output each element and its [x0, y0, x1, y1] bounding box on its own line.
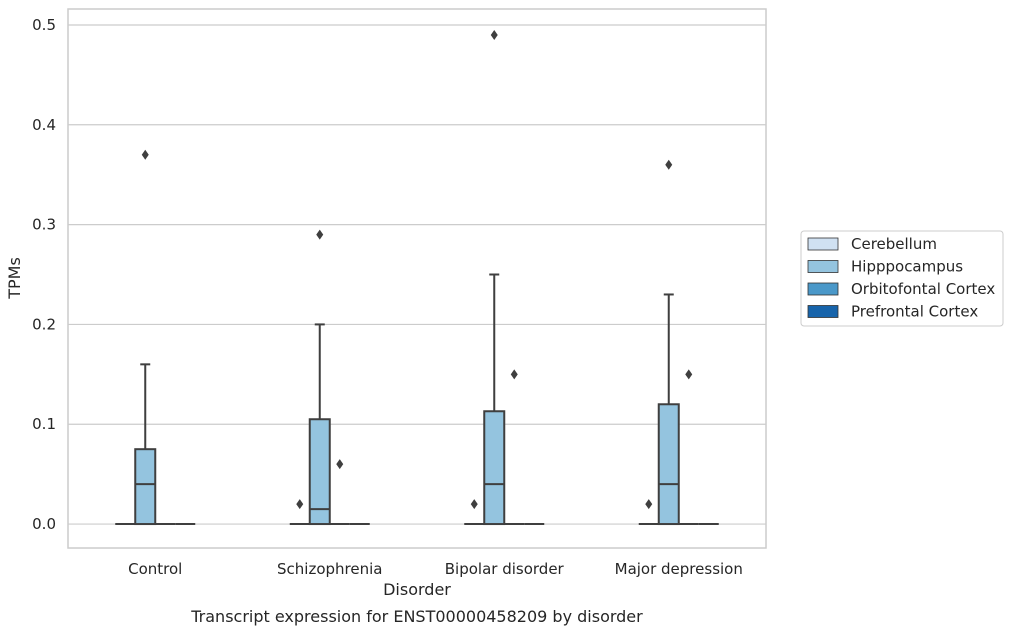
- box-iqr: [308, 418, 331, 526]
- legend-label: Hipppocampus: [851, 258, 963, 276]
- box-plot-item: [483, 29, 506, 526]
- legend-frame: [800, 230, 1004, 327]
- y-tick-label: 0.0: [32, 515, 56, 533]
- figure-caption: Transcript expression for ENST0000045820…: [190, 607, 643, 626]
- box-plot-item: [464, 499, 485, 526]
- outlier-point: [141, 149, 149, 160]
- box-plot-item: [678, 369, 699, 526]
- legend-swatch: [807, 260, 839, 273]
- outlier-point: [510, 369, 518, 380]
- legend-swatch: [807, 282, 839, 296]
- box-plot-item: [657, 159, 680, 526]
- outlier-point: [665, 159, 673, 170]
- box-plot-item: [308, 229, 331, 526]
- box-series: [115, 29, 719, 526]
- box-iqr: [657, 403, 680, 526]
- y-tick-label: 0.5: [32, 16, 56, 34]
- x-tick-label: Control: [128, 560, 182, 578]
- x-axis-label: Disorder: [383, 580, 451, 599]
- box-iqr: [134, 448, 157, 526]
- outlier-point: [685, 369, 693, 380]
- outlier-point: [490, 29, 498, 40]
- x-tick-label: Schizophrenia: [277, 560, 382, 578]
- y-tick-label: 0.2: [32, 315, 56, 333]
- legend-swatch: [807, 305, 839, 318]
- outlier-point: [645, 499, 653, 510]
- legend-label: Orbitofontal Cortex: [851, 280, 995, 298]
- box-plot-item: [329, 459, 350, 526]
- y-axis-ticks: 0.0 0.1 0.2 0.3 0.4 0.5: [32, 16, 56, 533]
- y-tick-label: 0.4: [32, 116, 56, 134]
- y-axis-label: TPMs: [5, 257, 24, 300]
- legend-label: Cerebellum: [851, 235, 937, 253]
- outlier-point: [296, 499, 304, 510]
- x-tick-label: Bipolar disorder: [445, 560, 565, 578]
- box-plot-item: [504, 369, 525, 526]
- box-plot-item: [289, 499, 310, 526]
- legend: Cerebellum Hipppocampus Orbitofontal Corte…: [800, 230, 1004, 327]
- outlier-point: [470, 499, 478, 510]
- x-tick-label: Major depression: [615, 560, 743, 578]
- box-iqr: [483, 410, 506, 526]
- outlier-point: [316, 229, 324, 240]
- box-plot-item: [638, 499, 659, 526]
- y-tick-label: 0.3: [32, 216, 56, 234]
- box-plot-item: [134, 149, 157, 526]
- legend-swatch: [807, 237, 839, 251]
- x-axis-ticks: Control Schizophrenia Bipolar disorder Majo…: [128, 560, 743, 578]
- legend-label: Prefrontal Cortex: [851, 303, 978, 321]
- y-tick-label: 0.1: [32, 415, 56, 433]
- outlier-point: [336, 459, 344, 470]
- plot-frame: [67, 8, 767, 549]
